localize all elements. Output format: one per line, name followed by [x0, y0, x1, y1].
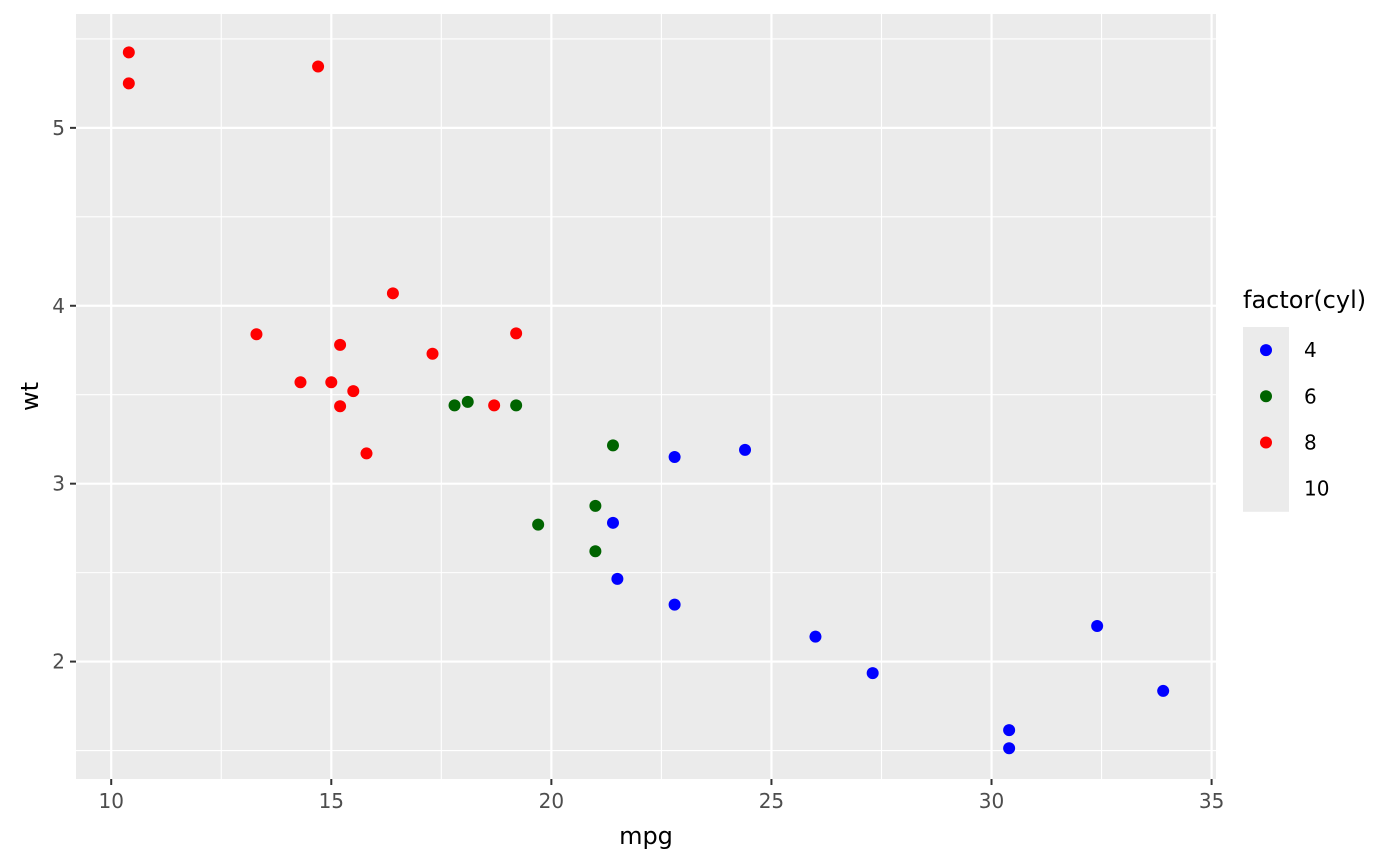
data-point-cyl-4 [668, 450, 681, 463]
data-point-cyl-4 [739, 443, 752, 456]
data-point-cyl-6 [589, 499, 602, 512]
data-point-cyl-8 [386, 287, 399, 300]
legend-key-6 [1260, 390, 1272, 403]
legend-label-8: 8 [1304, 431, 1317, 455]
x-axis-title: mpg [619, 822, 673, 850]
legend-title: factor(cyl) [1243, 286, 1366, 314]
data-point-cyl-4 [611, 572, 624, 585]
data-point-cyl-4 [668, 598, 681, 611]
data-point-cyl-8 [510, 327, 523, 340]
data-point-cyl-8 [488, 399, 501, 412]
data-point-cyl-4 [1157, 684, 1170, 697]
x-tick-label: 20 [539, 789, 564, 813]
data-points [122, 46, 1170, 755]
x-axis: 10 15 20 25 30 35 [98, 779, 1224, 813]
x-tick-label: 35 [1199, 789, 1224, 813]
data-point-cyl-6 [606, 439, 619, 452]
data-point-cyl-8 [294, 376, 307, 389]
data-point-cyl-8 [334, 338, 347, 351]
data-point-cyl-8 [122, 46, 135, 59]
data-point-cyl-6 [510, 399, 523, 412]
y-axis-title: wt [16, 382, 44, 411]
data-point-cyl-8 [312, 60, 325, 73]
x-tick-label: 30 [979, 789, 1004, 813]
data-point-cyl-4 [809, 630, 822, 643]
data-point-cyl-8 [334, 400, 347, 413]
y-tick-label: 5 [52, 116, 65, 140]
data-point-cyl-6 [448, 399, 461, 412]
y-axis: 2 3 4 5 [52, 116, 76, 674]
legend-key-8 [1260, 436, 1272, 449]
data-point-cyl-8 [426, 347, 439, 360]
data-point-cyl-8 [347, 385, 360, 398]
legend-entries: 4 6 8 10 [1260, 338, 1329, 501]
x-tick-label: 10 [98, 789, 123, 813]
y-tick-label: 3 [52, 472, 65, 496]
data-point-cyl-8 [325, 376, 338, 389]
data-point-cyl-6 [461, 395, 474, 408]
x-tick-label: 15 [319, 789, 344, 813]
legend-label-6: 6 [1304, 384, 1317, 408]
data-point-cyl-4 [1003, 742, 1016, 755]
legend-label-4: 4 [1304, 338, 1317, 362]
major-gridlines [76, 14, 1216, 779]
y-tick-label: 4 [52, 294, 65, 318]
legend-label-10: 10 [1304, 477, 1329, 501]
data-point-cyl-4 [1003, 724, 1016, 737]
data-point-cyl-4 [866, 667, 879, 680]
data-point-cyl-8 [360, 447, 373, 460]
data-point-cyl-6 [532, 518, 545, 531]
legend-key-4 [1260, 344, 1272, 357]
data-point-cyl-4 [606, 516, 619, 529]
minor-gridlines [76, 14, 1216, 779]
x-tick-label: 25 [759, 789, 784, 813]
y-tick-label: 2 [52, 650, 65, 674]
data-point-cyl-6 [589, 545, 602, 558]
data-point-cyl-4 [1091, 620, 1104, 632]
data-point-cyl-8 [122, 77, 135, 90]
plot-panel [76, 14, 1216, 779]
data-point-cyl-8 [250, 328, 263, 341]
legend-key-background [1243, 327, 1289, 512]
legend: factor(cyl) 4 6 8 10 [1243, 286, 1366, 512]
